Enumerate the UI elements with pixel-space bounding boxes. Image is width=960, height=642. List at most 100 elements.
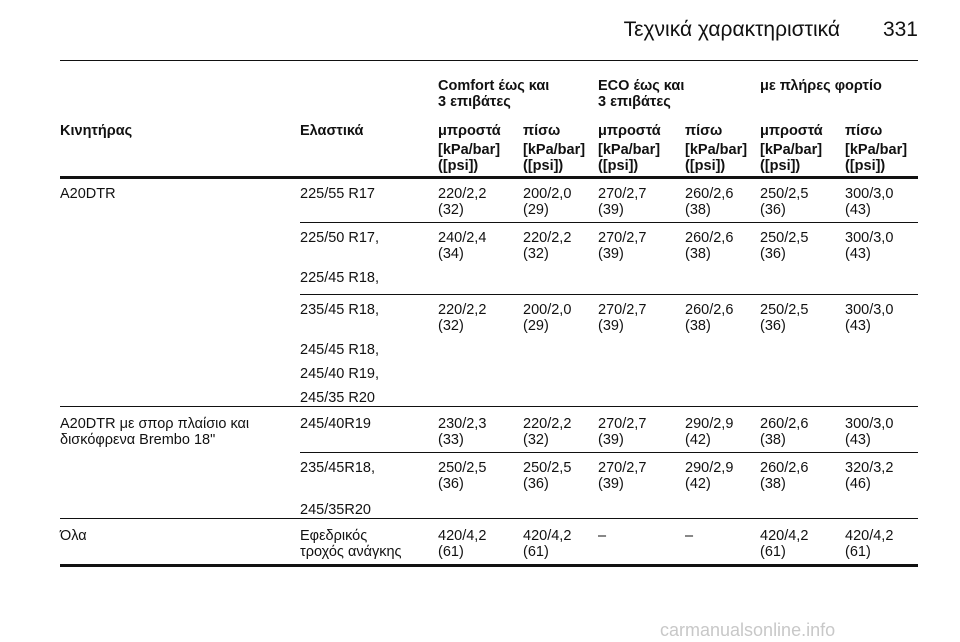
- tyre-size-cell: Εφεδρικός: [300, 528, 368, 544]
- tyre-size-cell: 245/40 R19,: [300, 366, 380, 382]
- pressure-kpa-bar-cell: 220/2,2: [523, 416, 572, 432]
- unit-label: [kPa/bar] ([psi]): [523, 142, 585, 174]
- pressure-kpa-bar-cell: 250/2,5: [760, 186, 809, 202]
- tyre-size-cell: 245/35 R20: [300, 390, 375, 406]
- engine-cell: Όλα: [60, 528, 87, 544]
- pressure-psi-cell: (32): [438, 202, 464, 218]
- pressure-psi-cell: (32): [523, 246, 549, 262]
- pressure-psi-cell: (43): [845, 318, 871, 334]
- pressure-psi-cell: (61): [438, 544, 464, 560]
- pressure-psi-cell: (36): [438, 476, 464, 492]
- pressure-psi-cell: (36): [760, 246, 786, 262]
- unit-psi: ([psi]): [438, 158, 479, 174]
- comfort-header-line: Comfort έως και: [438, 78, 550, 94]
- pressure-kpa-bar-cell: 270/2,7: [598, 460, 647, 476]
- tyre-size-cell: 235/45 R18,: [300, 302, 380, 318]
- row-separator: [300, 452, 918, 453]
- unit-psi: ([psi]): [598, 158, 639, 174]
- row-separator: [300, 222, 918, 223]
- comfort-header: Comfort έως και 3 επιβάτες: [438, 78, 549, 110]
- pressure-kpa-bar-cell: 420/4,2: [760, 528, 809, 544]
- subheader: πίσω: [685, 123, 723, 139]
- pressure-psi-cell: (29): [523, 202, 549, 218]
- eco-header-line: ECO έως και: [598, 78, 685, 94]
- pressure-psi-cell: (32): [523, 432, 549, 448]
- table-header-rule: [60, 176, 918, 179]
- tyre-size-cell: 245/45 R18,: [300, 342, 380, 358]
- subheader: μπροστά: [438, 123, 501, 139]
- pressure-psi-cell: (42): [685, 432, 711, 448]
- pressure-psi-cell: (43): [845, 246, 871, 262]
- pressure-psi-cell: (43): [845, 202, 871, 218]
- pressure-psi-cell: (39): [598, 202, 624, 218]
- pressure-psi-cell: (32): [438, 318, 464, 334]
- pressure-psi-cell: (34): [438, 246, 464, 262]
- unit-label: [kPa/bar] ([psi]): [845, 142, 907, 174]
- row-separator: [60, 564, 918, 567]
- pressure-psi-cell: (36): [760, 318, 786, 334]
- pressure-psi-cell: (38): [685, 246, 711, 262]
- pressure-psi-cell: (39): [598, 318, 624, 334]
- unit-label: [kPa/bar] ([psi]): [438, 142, 500, 174]
- pressure-kpa-bar-cell: 300/3,0: [845, 230, 894, 246]
- pressure-kpa-bar-cell: 260/2,6: [685, 302, 734, 318]
- tyre-size-cell: τροχός ανάγκης: [300, 544, 402, 560]
- row-separator: [300, 294, 918, 295]
- pressure-kpa-bar-cell: 270/2,7: [598, 416, 647, 432]
- tyre-size-cell: 225/50 R17,: [300, 230, 380, 246]
- page-number: 331: [882, 18, 918, 41]
- engine-cell: A20DTR: [60, 186, 116, 202]
- pressure-kpa-bar-cell: –: [598, 528, 607, 544]
- unit-label: [kPa/bar] ([psi]): [760, 142, 822, 174]
- eco-header-line: 3 επιβάτες: [598, 94, 671, 110]
- tyre-size-cell: 225/55 R17: [300, 186, 375, 202]
- pressure-psi-cell: (39): [598, 432, 624, 448]
- subheader: πίσω: [523, 123, 561, 139]
- pressure-kpa-bar-cell: –: [685, 528, 694, 544]
- pressure-kpa-bar-cell: 290/2,9: [685, 460, 734, 476]
- pressure-kpa-bar-cell: 270/2,7: [598, 230, 647, 246]
- pressure-kpa-bar-cell: 250/2,5: [760, 302, 809, 318]
- pressure-kpa-bar-cell: 260/2,6: [685, 230, 734, 246]
- eco-header: ECO έως και 3 επιβάτες: [598, 78, 684, 110]
- unit-label: [kPa/bar] ([psi]): [685, 142, 747, 174]
- unit-label: [kPa/bar] ([psi]): [598, 142, 660, 174]
- pressure-kpa-bar-cell: 250/2,5: [760, 230, 809, 246]
- pressure-psi-cell: (36): [523, 476, 549, 492]
- pressure-kpa-bar-cell: 420/4,2: [438, 528, 487, 544]
- subheader: μπροστά: [598, 123, 661, 139]
- pressure-psi-cell: (38): [685, 318, 711, 334]
- pressure-kpa-bar-cell: 220/2,2: [438, 186, 487, 202]
- pressure-kpa-bar-cell: 320/3,2: [845, 460, 894, 476]
- pressure-psi-cell: (39): [598, 476, 624, 492]
- tyre-size-cell: 245/35R20: [300, 502, 371, 518]
- pressure-kpa-bar-cell: 250/2,5: [438, 460, 487, 476]
- pressure-kpa-bar-cell: 260/2,6: [685, 186, 734, 202]
- engine-cell: δισκόφρενα Brembo 18": [60, 432, 216, 448]
- pressure-psi-cell: (33): [438, 432, 464, 448]
- tyre-size-cell: 235/45R18,: [300, 460, 375, 476]
- pressure-kpa-bar-cell: 260/2,6: [760, 460, 809, 476]
- pressure-psi-cell: (29): [523, 318, 549, 334]
- full-load-header: με πλήρες φορτίο: [760, 78, 882, 94]
- pressure-kpa-bar-cell: 200/2,0: [523, 186, 572, 202]
- pressure-kpa-bar-cell: 300/3,0: [845, 186, 894, 202]
- pressure-kpa-bar-cell: 200/2,0: [523, 302, 572, 318]
- page-header-title: Τεχνικά χαρακτηριστικά: [623, 18, 840, 41]
- unit-kpa-bar: [kPa/bar]: [845, 142, 908, 158]
- comfort-header-line: 3 επιβάτες: [438, 94, 511, 110]
- row-separator: [60, 518, 918, 519]
- pressure-psi-cell: (42): [685, 476, 711, 492]
- pressure-kpa-bar-cell: 220/2,2: [523, 230, 572, 246]
- subheader: μπροστά: [760, 123, 823, 139]
- unit-psi: ([psi]): [685, 158, 726, 174]
- pressure-psi-cell: (39): [598, 246, 624, 262]
- pressure-kpa-bar-cell: 250/2,5: [523, 460, 572, 476]
- unit-kpa-bar: [kPa/bar]: [438, 142, 501, 158]
- unit-kpa-bar: [kPa/bar]: [523, 142, 586, 158]
- pressure-psi-cell: (43): [845, 432, 871, 448]
- unit-psi: ([psi]): [845, 158, 886, 174]
- engine-cell: A20DTR με σπορ πλαίσιο και: [60, 416, 250, 432]
- unit-psi: ([psi]): [523, 158, 564, 174]
- pressure-kpa-bar-cell: 270/2,7: [598, 302, 647, 318]
